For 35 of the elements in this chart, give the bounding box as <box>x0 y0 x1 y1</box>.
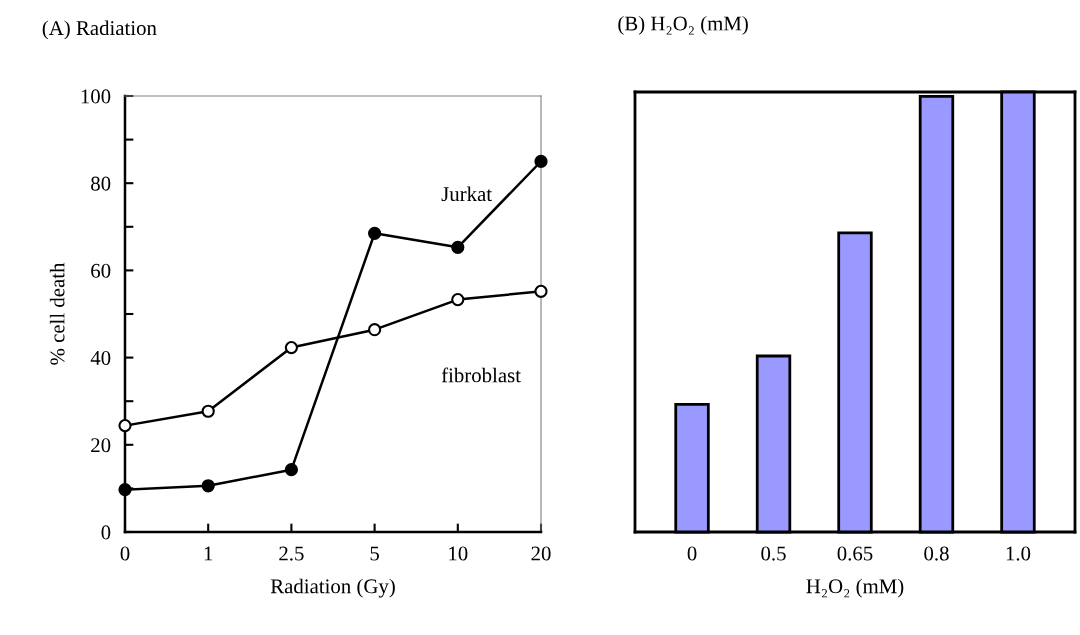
x-tick-label: 1 <box>204 546 213 561</box>
point <box>534 284 548 298</box>
y-tick-label: 40 <box>90 350 111 366</box>
point <box>284 340 298 355</box>
x-tick-label: 0 <box>687 546 697 561</box>
point <box>368 226 382 240</box>
point <box>368 323 382 337</box>
x-tick-label: 0.65 <box>837 546 873 561</box>
chart-title: (A) Radiation <box>42 20 157 40</box>
point <box>451 240 465 254</box>
y-tick-label: 0 <box>101 525 111 540</box>
x-tick-label: 20 <box>531 546 551 561</box>
y-axis-title: % cell death <box>49 262 65 365</box>
point <box>451 293 465 307</box>
x-tick-label: 5 <box>370 546 379 561</box>
y-tick-label: 60 <box>91 263 111 278</box>
x-tick-label: 1.0 <box>1006 546 1031 561</box>
x-tick-label: 0.8 <box>924 546 949 561</box>
x-axis-title: H₂O₂ (mM) <box>806 578 904 598</box>
series-label: Jurkat <box>441 186 492 202</box>
point <box>284 463 298 477</box>
x-axis-title: Radiation (Gy) <box>270 578 395 598</box>
point <box>118 419 132 433</box>
y-tick-label: 20 <box>91 438 111 453</box>
y-tick-label: 80 <box>91 176 111 191</box>
text: fibroblast <box>441 367 521 383</box>
y-tick-label: 100 <box>81 89 111 104</box>
x-tick-label: 0.5 <box>761 546 786 561</box>
point <box>201 404 215 418</box>
x-tick-label: 2.5 <box>279 546 304 561</box>
x-tick-label: 10 <box>449 546 468 561</box>
point <box>201 479 215 493</box>
point <box>534 154 548 168</box>
x-tick-label: 0 <box>120 546 130 561</box>
chart-title: (B) H₂O₂ (mM) <box>618 15 748 35</box>
